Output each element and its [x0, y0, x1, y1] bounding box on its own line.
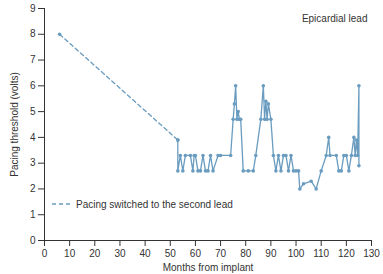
- svg-text:130: 130: [363, 248, 380, 259]
- svg-text:7: 7: [30, 54, 36, 65]
- svg-text:60: 60: [190, 248, 202, 259]
- svg-text:80: 80: [240, 248, 252, 259]
- svg-text:120: 120: [338, 248, 355, 259]
- svg-text:50: 50: [165, 248, 177, 259]
- svg-text:Months from implant: Months from implant: [163, 262, 254, 273]
- svg-text:4: 4: [30, 132, 36, 143]
- svg-text:110: 110: [313, 248, 329, 259]
- svg-text:20: 20: [89, 248, 101, 259]
- svg-text:30: 30: [114, 248, 126, 259]
- svg-text:Pacing threshold (volts): Pacing threshold (volts): [9, 72, 20, 177]
- svg-text:90: 90: [265, 248, 277, 259]
- svg-text:5: 5: [30, 106, 36, 117]
- svg-text:40: 40: [140, 248, 152, 259]
- svg-text:6: 6: [30, 80, 36, 91]
- svg-text:Epicardial lead: Epicardial lead: [302, 13, 368, 24]
- svg-text:Pacing switched to the second: Pacing switched to the second lead: [76, 199, 233, 210]
- svg-text:3: 3: [30, 157, 36, 168]
- svg-text:9: 9: [30, 3, 36, 14]
- svg-text:1: 1: [30, 209, 36, 220]
- svg-text:8: 8: [30, 28, 36, 39]
- svg-text:100: 100: [288, 248, 305, 259]
- svg-text:0: 0: [30, 235, 36, 246]
- svg-text:2: 2: [30, 183, 36, 194]
- svg-text:0: 0: [42, 248, 48, 259]
- svg-text:10: 10: [64, 248, 76, 259]
- svg-text:70: 70: [215, 248, 227, 259]
